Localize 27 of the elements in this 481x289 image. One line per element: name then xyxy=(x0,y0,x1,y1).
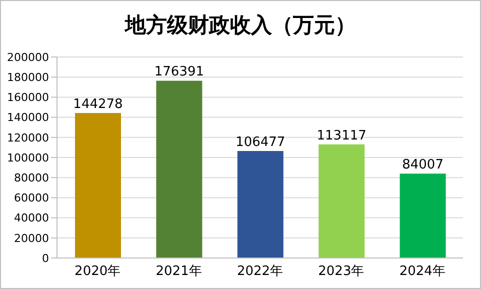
y-tick-label: 0 xyxy=(42,252,49,265)
y-tick-label: 80000 xyxy=(14,172,49,185)
x-tick-label: 2020年 xyxy=(74,264,121,280)
bar xyxy=(156,80,202,258)
x-tick-label: 2023年 xyxy=(318,264,364,280)
y-tick-label: 180000 xyxy=(7,71,49,84)
y-tick-label: 160000 xyxy=(7,91,49,104)
chart-title: 地方级财政收入（万元） xyxy=(123,11,357,39)
y-tick-label: 100000 xyxy=(7,151,49,164)
bar xyxy=(75,113,121,258)
data-label: 106477 xyxy=(236,134,286,150)
y-tick-label: 200000 xyxy=(7,50,49,64)
x-tick-label: 2024年 xyxy=(399,264,446,280)
y-tick-label: 40000 xyxy=(14,212,49,225)
bar xyxy=(400,174,446,258)
data-label: 113117 xyxy=(316,128,366,144)
y-tick-label: 60000 xyxy=(14,192,49,205)
bar xyxy=(237,150,284,258)
y-tick-label: 20000 xyxy=(14,232,49,245)
x-tick-label: 2022年 xyxy=(236,264,284,280)
bar xyxy=(318,144,365,258)
data-label: 144278 xyxy=(73,97,123,112)
x-tick-label: 2021年 xyxy=(156,264,202,280)
data-label: 84007 xyxy=(402,158,444,173)
y-tick-label: 140000 xyxy=(7,111,49,124)
y-tick-label: 120000 xyxy=(7,131,49,144)
data-label: 176391 xyxy=(154,64,204,80)
